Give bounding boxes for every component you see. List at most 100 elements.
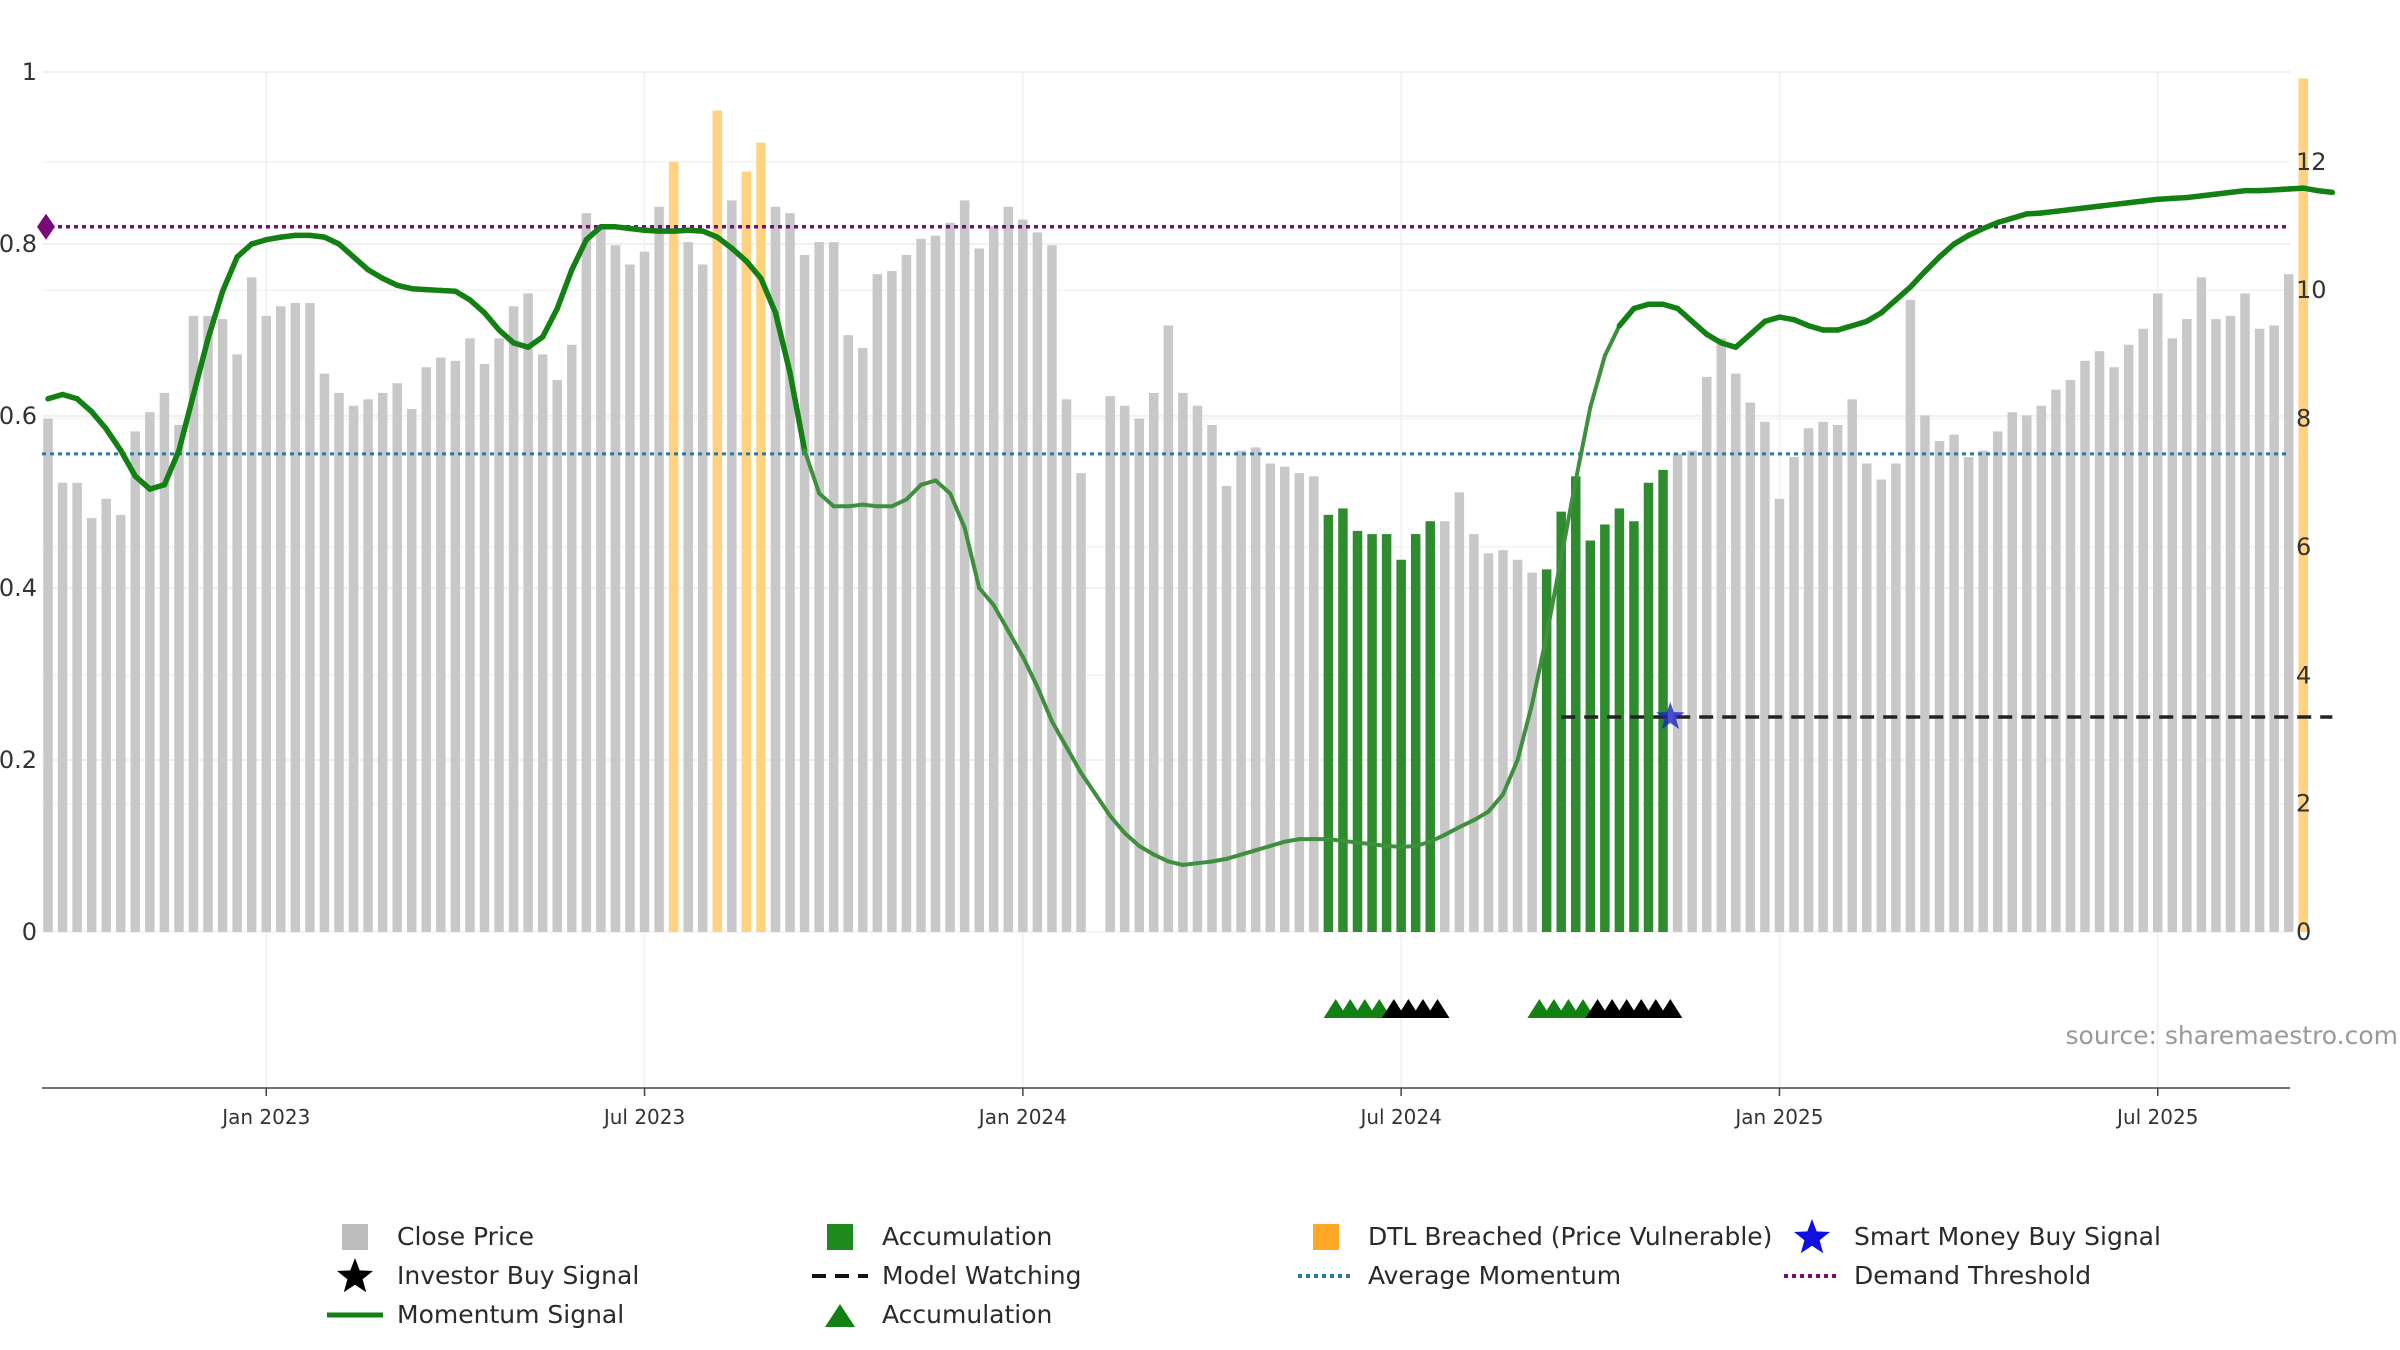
close-price-bar (989, 226, 999, 932)
momentum-line (45, 185, 2336, 867)
close-price-bar (479, 364, 490, 933)
close-price-bar (2211, 319, 2221, 932)
close-price-bar (130, 431, 141, 932)
accumulation-bar (1629, 521, 1639, 932)
x-tick-label: Jan 2023 (220, 1105, 310, 1129)
close-price-bar (1469, 534, 1479, 932)
close-price-bar (1876, 479, 1887, 932)
momentum-segment (1035, 684, 1054, 724)
momentum-segment (1166, 859, 1185, 867)
close-price-bar (1309, 476, 1319, 932)
smart-money-buy-signal (1656, 702, 1685, 730)
right-tick-label: 8 (2296, 405, 2311, 433)
close-price-bar (2269, 325, 2279, 933)
momentum-segment (1703, 331, 1724, 346)
close-price-bar (145, 412, 155, 932)
close-price-bar (1745, 402, 1756, 932)
close-price-bar (2196, 277, 2207, 932)
close-price-bar (1061, 399, 1072, 932)
close-price-bar (552, 380, 562, 932)
momentum-segment (1224, 852, 1244, 861)
momentum-segment (933, 478, 953, 496)
momentum-segment (1689, 318, 1710, 338)
momentum-segment (525, 334, 546, 350)
source-text: source: sharemaestro.com (2066, 1021, 2399, 1050)
close-price-bar (1265, 463, 1275, 932)
close-price-bar (2080, 360, 2090, 932)
close-price-bar (276, 306, 286, 932)
momentum-segment (1864, 310, 1885, 325)
momentum-segment (1049, 719, 1069, 750)
close-price-bar (843, 335, 853, 932)
momentum-segment (772, 310, 793, 376)
close-price-bar (159, 392, 170, 932)
investor-buy-triangle (1425, 999, 1450, 1018)
close-price-bar (959, 200, 970, 932)
close-price-bar (116, 514, 126, 932)
accumulation-bar (1425, 521, 1435, 932)
close-price-bar (610, 245, 621, 933)
close-price-bar (1221, 485, 1232, 932)
close-price-bar (421, 367, 432, 932)
momentum-segment (1413, 839, 1433, 848)
close-price-bar (188, 315, 199, 932)
close-price-bar (2240, 293, 2250, 932)
close-price-bar (1119, 405, 1130, 933)
close-price-bar (1716, 338, 1726, 933)
momentum-segment (365, 267, 386, 282)
momentum-segment (1674, 305, 1695, 325)
momentum-segment (962, 525, 982, 590)
close-price-bar (1163, 325, 1174, 933)
close-price-bar (101, 498, 111, 932)
momentum-segment (1501, 758, 1520, 797)
momentum-segment (467, 297, 488, 316)
close-price-bar (2153, 293, 2163, 932)
close-price-bar (2022, 415, 2032, 932)
momentum-segment (1020, 654, 1040, 689)
momentum-segment (1471, 809, 1491, 823)
momentum-segment (1180, 861, 1200, 867)
right-tick-label: 2 (2296, 790, 2311, 818)
momentum-segment (1239, 848, 1258, 857)
close-price-bar (305, 303, 315, 932)
close-price-bar (814, 242, 824, 932)
left-tick-label: 1 (22, 58, 37, 86)
close-price-bar (1192, 405, 1203, 933)
demand-threshold-marker (37, 213, 55, 240)
close-price-bar (1003, 206, 1014, 932)
close-price-bar (1207, 424, 1217, 932)
close-price-bar (203, 315, 213, 932)
dtl-breached-bar (756, 142, 766, 932)
momentum-segment (1442, 825, 1462, 837)
reference-lines (42, 225, 2333, 719)
dtl-breached-bar (668, 161, 679, 932)
momentum-segment (889, 497, 909, 509)
accumulation-bar (1585, 540, 1596, 932)
close-price-bar (785, 213, 795, 932)
close-price-bar (1891, 463, 1901, 932)
close-price-bar (901, 254, 912, 932)
momentum-segment (1573, 405, 1593, 483)
close-price-bar (72, 482, 82, 932)
momentum-segment (1936, 241, 1957, 260)
momentum-segment (919, 478, 938, 487)
close-price-bar (887, 270, 897, 933)
close-price-bar (916, 238, 926, 933)
close-price-bar (1454, 492, 1465, 932)
close-price-bar (930, 235, 941, 932)
close-price-bar (698, 264, 708, 932)
momentum-segment (743, 258, 764, 282)
momentum-segment (161, 447, 182, 488)
momentum-segment (1137, 844, 1156, 857)
close-price-bar (683, 242, 693, 932)
close-price-bar (57, 482, 68, 932)
close-price-bar (625, 264, 635, 932)
x-tick-label: Jul 2024 (1358, 1105, 1441, 1129)
dtl-breached-bar (712, 110, 723, 933)
momentum-segment (118, 447, 139, 479)
close-price-bar (174, 424, 184, 932)
momentum-segment (176, 391, 197, 454)
close-price-bar (1992, 431, 2003, 932)
close-price-bar (828, 242, 839, 932)
close-price-bar (1832, 424, 1843, 932)
